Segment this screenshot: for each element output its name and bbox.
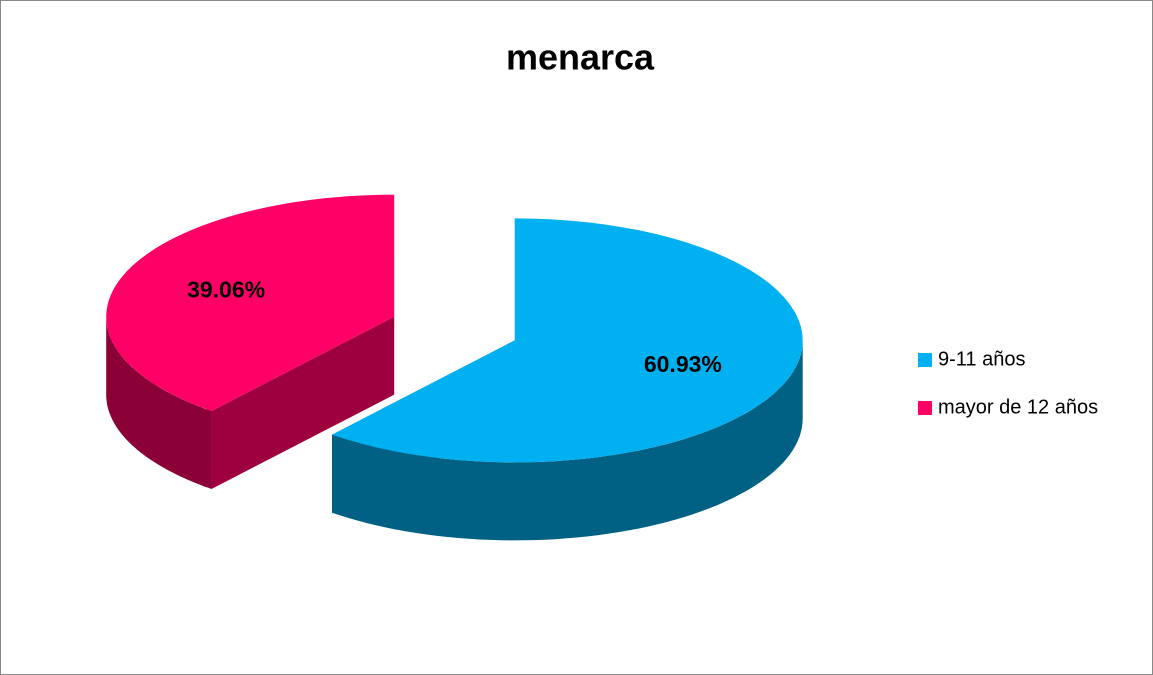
slice-side bbox=[106, 316, 212, 489]
value-label: 39.06% bbox=[187, 276, 265, 302]
legend-swatch bbox=[918, 401, 932, 415]
legend-swatch bbox=[918, 353, 932, 367]
chart-title: menarca bbox=[506, 37, 655, 78]
slice bbox=[332, 218, 803, 463]
value-label: 60.93% bbox=[644, 351, 722, 377]
legend-label: mayor de 12 años bbox=[938, 396, 1098, 418]
slice bbox=[106, 194, 395, 411]
legend-label: 9-11 años bbox=[938, 348, 1025, 370]
slice-wall bbox=[211, 316, 395, 489]
slice-side bbox=[332, 340, 803, 541]
